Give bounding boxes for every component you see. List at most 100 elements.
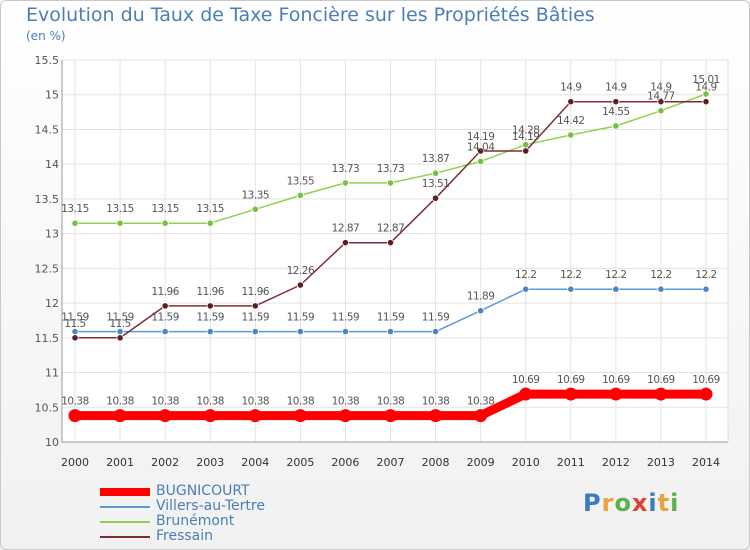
y-axis-unit-label: (en %) [26, 29, 66, 43]
series-point-0 [609, 387, 623, 401]
series-point-0 [699, 387, 713, 401]
series-point-0 [429, 409, 443, 423]
series-point-0 [654, 387, 668, 401]
chart-title: Evolution du Taux de Taxe Foncière sur l… [26, 4, 595, 26]
series-point-3 [341, 239, 350, 247]
series-point-3 [116, 334, 124, 342]
data-label: 14.9 [650, 82, 671, 94]
series-point-2 [341, 179, 350, 187]
series-point-1 [477, 307, 485, 315]
y-tick-label: 13 [45, 228, 59, 241]
logo-letter: t [657, 489, 671, 517]
y-tick-label: 11 [45, 367, 59, 380]
data-label: 12.2 [515, 269, 536, 281]
x-tick-label: 2001 [106, 456, 134, 469]
series-point-1 [206, 327, 214, 336]
legend-swatch-brunemont [100, 520, 150, 523]
series-point-2 [702, 90, 710, 98]
data-label: 12.2 [605, 269, 626, 281]
data-label: 10.38 [106, 396, 134, 408]
data-label: 10.38 [242, 396, 270, 408]
y-tick-label: 14.5 [35, 123, 60, 136]
series-point-0 [248, 409, 262, 423]
data-label: 13.35 [242, 189, 270, 201]
legend-label-villers: Villers-au-Tertre [156, 498, 265, 514]
x-tick-label: 2002 [151, 456, 179, 469]
series-point-2 [657, 107, 665, 115]
data-label: 14.55 [602, 106, 630, 118]
series-point-3 [567, 98, 575, 106]
x-tick-label: 2007 [377, 456, 405, 469]
data-label: 11.5 [64, 318, 85, 330]
y-tick-label: 12 [45, 297, 59, 310]
series-point-2 [612, 122, 620, 130]
data-label: 12.2 [560, 269, 581, 281]
series-point-1 [612, 285, 620, 293]
logo-letter: r [601, 489, 615, 517]
series-point-0 [338, 409, 352, 423]
data-label: 13.15 [196, 203, 224, 215]
series-point-1 [296, 327, 304, 336]
data-label: 14.9 [695, 82, 716, 94]
data-label: 13.87 [422, 153, 450, 165]
x-tick-label: 2000 [61, 456, 89, 469]
x-tick-label: 2013 [647, 456, 675, 469]
data-label: 13.55 [287, 175, 315, 187]
data-label: 12.2 [650, 269, 671, 281]
series-point-0 [384, 409, 397, 423]
series-point-3 [251, 302, 259, 310]
y-tick-label: 14 [45, 158, 59, 171]
legend-swatch-villers [100, 505, 150, 508]
logo-letter: i [648, 489, 658, 517]
data-label: 14.19 [512, 131, 540, 143]
x-tick-label: 2003 [196, 456, 224, 469]
series-point-2 [296, 191, 304, 200]
data-label: 11.59 [422, 312, 450, 324]
data-label: 10.38 [422, 396, 450, 408]
y-tick-label: 15 [45, 89, 59, 102]
series-point-1 [386, 327, 395, 336]
x-tick-label: 2009 [467, 456, 495, 469]
series-point-3 [206, 302, 214, 310]
y-tick-label: 15.5 [35, 54, 60, 67]
series-point-1 [567, 285, 575, 293]
data-label: 14.77 [647, 91, 675, 103]
legend-swatch-bugnicourt [100, 487, 150, 496]
data-label: 10.38 [287, 396, 315, 408]
x-tick-label: 2012 [602, 456, 630, 469]
data-label: 14.9 [605, 82, 626, 94]
series-point-2 [477, 157, 485, 166]
series-point-1 [161, 327, 169, 336]
series-point-3 [161, 302, 169, 310]
data-label: 14.19 [467, 131, 495, 143]
data-label: 11.5 [109, 318, 130, 330]
data-label: 11.59 [287, 312, 315, 324]
y-tick-label: 10.5 [35, 401, 60, 414]
data-label: 11.59 [332, 312, 360, 324]
data-label: 10.69 [512, 374, 540, 386]
data-label: 10.38 [151, 396, 179, 408]
series-point-3 [612, 98, 620, 106]
legend-item-fressain: Fressain [100, 529, 265, 544]
data-label: 10.69 [602, 374, 630, 386]
data-label: 14.04 [467, 141, 495, 153]
data-label: 10.69 [647, 374, 675, 386]
legend-item-bugnicourt: BUGNICOURT [100, 484, 265, 499]
legend-label-fressain: Fressain [156, 528, 214, 544]
data-label: 13.73 [332, 163, 360, 175]
legend-swatch-fressain [100, 535, 150, 538]
data-label: 10.38 [61, 396, 89, 408]
data-label: 11.59 [242, 312, 270, 324]
series-point-2 [567, 131, 575, 139]
series-point-3 [702, 98, 710, 106]
series-point-0 [158, 409, 172, 423]
series-point-0 [519, 387, 533, 401]
data-label: 10.38 [196, 396, 224, 408]
logo-letter: o [614, 489, 632, 517]
data-label: 12.87 [332, 223, 360, 235]
data-label: 14.9 [560, 82, 581, 94]
series-point-2 [71, 219, 79, 227]
x-tick-label: 2011 [557, 456, 585, 469]
series-point-3 [386, 239, 395, 247]
x-tick-label: 2005 [286, 456, 314, 469]
